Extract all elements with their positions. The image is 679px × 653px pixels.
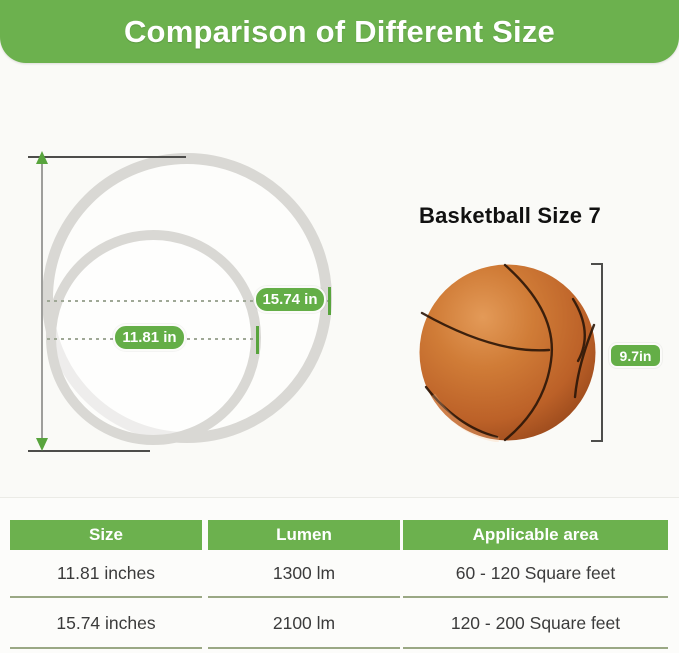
large-diameter-text: 15.74 in	[262, 291, 318, 308]
section-divider	[0, 497, 679, 498]
cell-size-row1: 11.81 inches	[10, 550, 202, 598]
extension-line-top	[28, 156, 186, 158]
small-diameter-text: 11.81 in	[122, 329, 177, 346]
extension-line-bottom	[28, 450, 150, 452]
arrow-up-icon	[36, 151, 48, 164]
large-diameter-label: 15.74 in	[254, 286, 326, 313]
column-header-area: Applicable area	[403, 520, 668, 550]
cell-lumen-row2: 2100 lm	[208, 599, 400, 649]
diameter-tick-small	[256, 326, 259, 354]
ball-height-label: 9.7in	[609, 343, 662, 368]
ball-height-text: 9.7in	[619, 347, 652, 364]
column-header-size: Size	[10, 520, 202, 550]
height-bracket-tick-bottom	[591, 440, 603, 442]
diameter-line-large	[47, 300, 328, 302]
cell-area-row2: 120 - 200 Square feet	[403, 599, 668, 649]
cell-lumen-row1: 1300 lm	[208, 550, 400, 598]
arrow-down-icon	[36, 438, 48, 451]
height-bracket-tick-top	[591, 263, 603, 265]
small-diameter-label: 11.81 in	[113, 324, 186, 351]
basketball-section-title: Basketball Size 7	[419, 203, 601, 228]
header-banner: Comparison of Different Size	[0, 0, 679, 63]
height-bracket-shaft	[601, 263, 603, 442]
column-header-lumen: Lumen	[208, 520, 400, 550]
diameter-tick-large	[328, 287, 331, 315]
height-arrow-shaft	[41, 160, 43, 448]
page-title: Comparison of Different Size	[123, 13, 556, 49]
cell-size-row2: 15.74 inches	[10, 599, 202, 649]
cell-area-row1: 60 - 120 Square feet	[403, 550, 668, 598]
basketball-image	[419, 263, 596, 442]
